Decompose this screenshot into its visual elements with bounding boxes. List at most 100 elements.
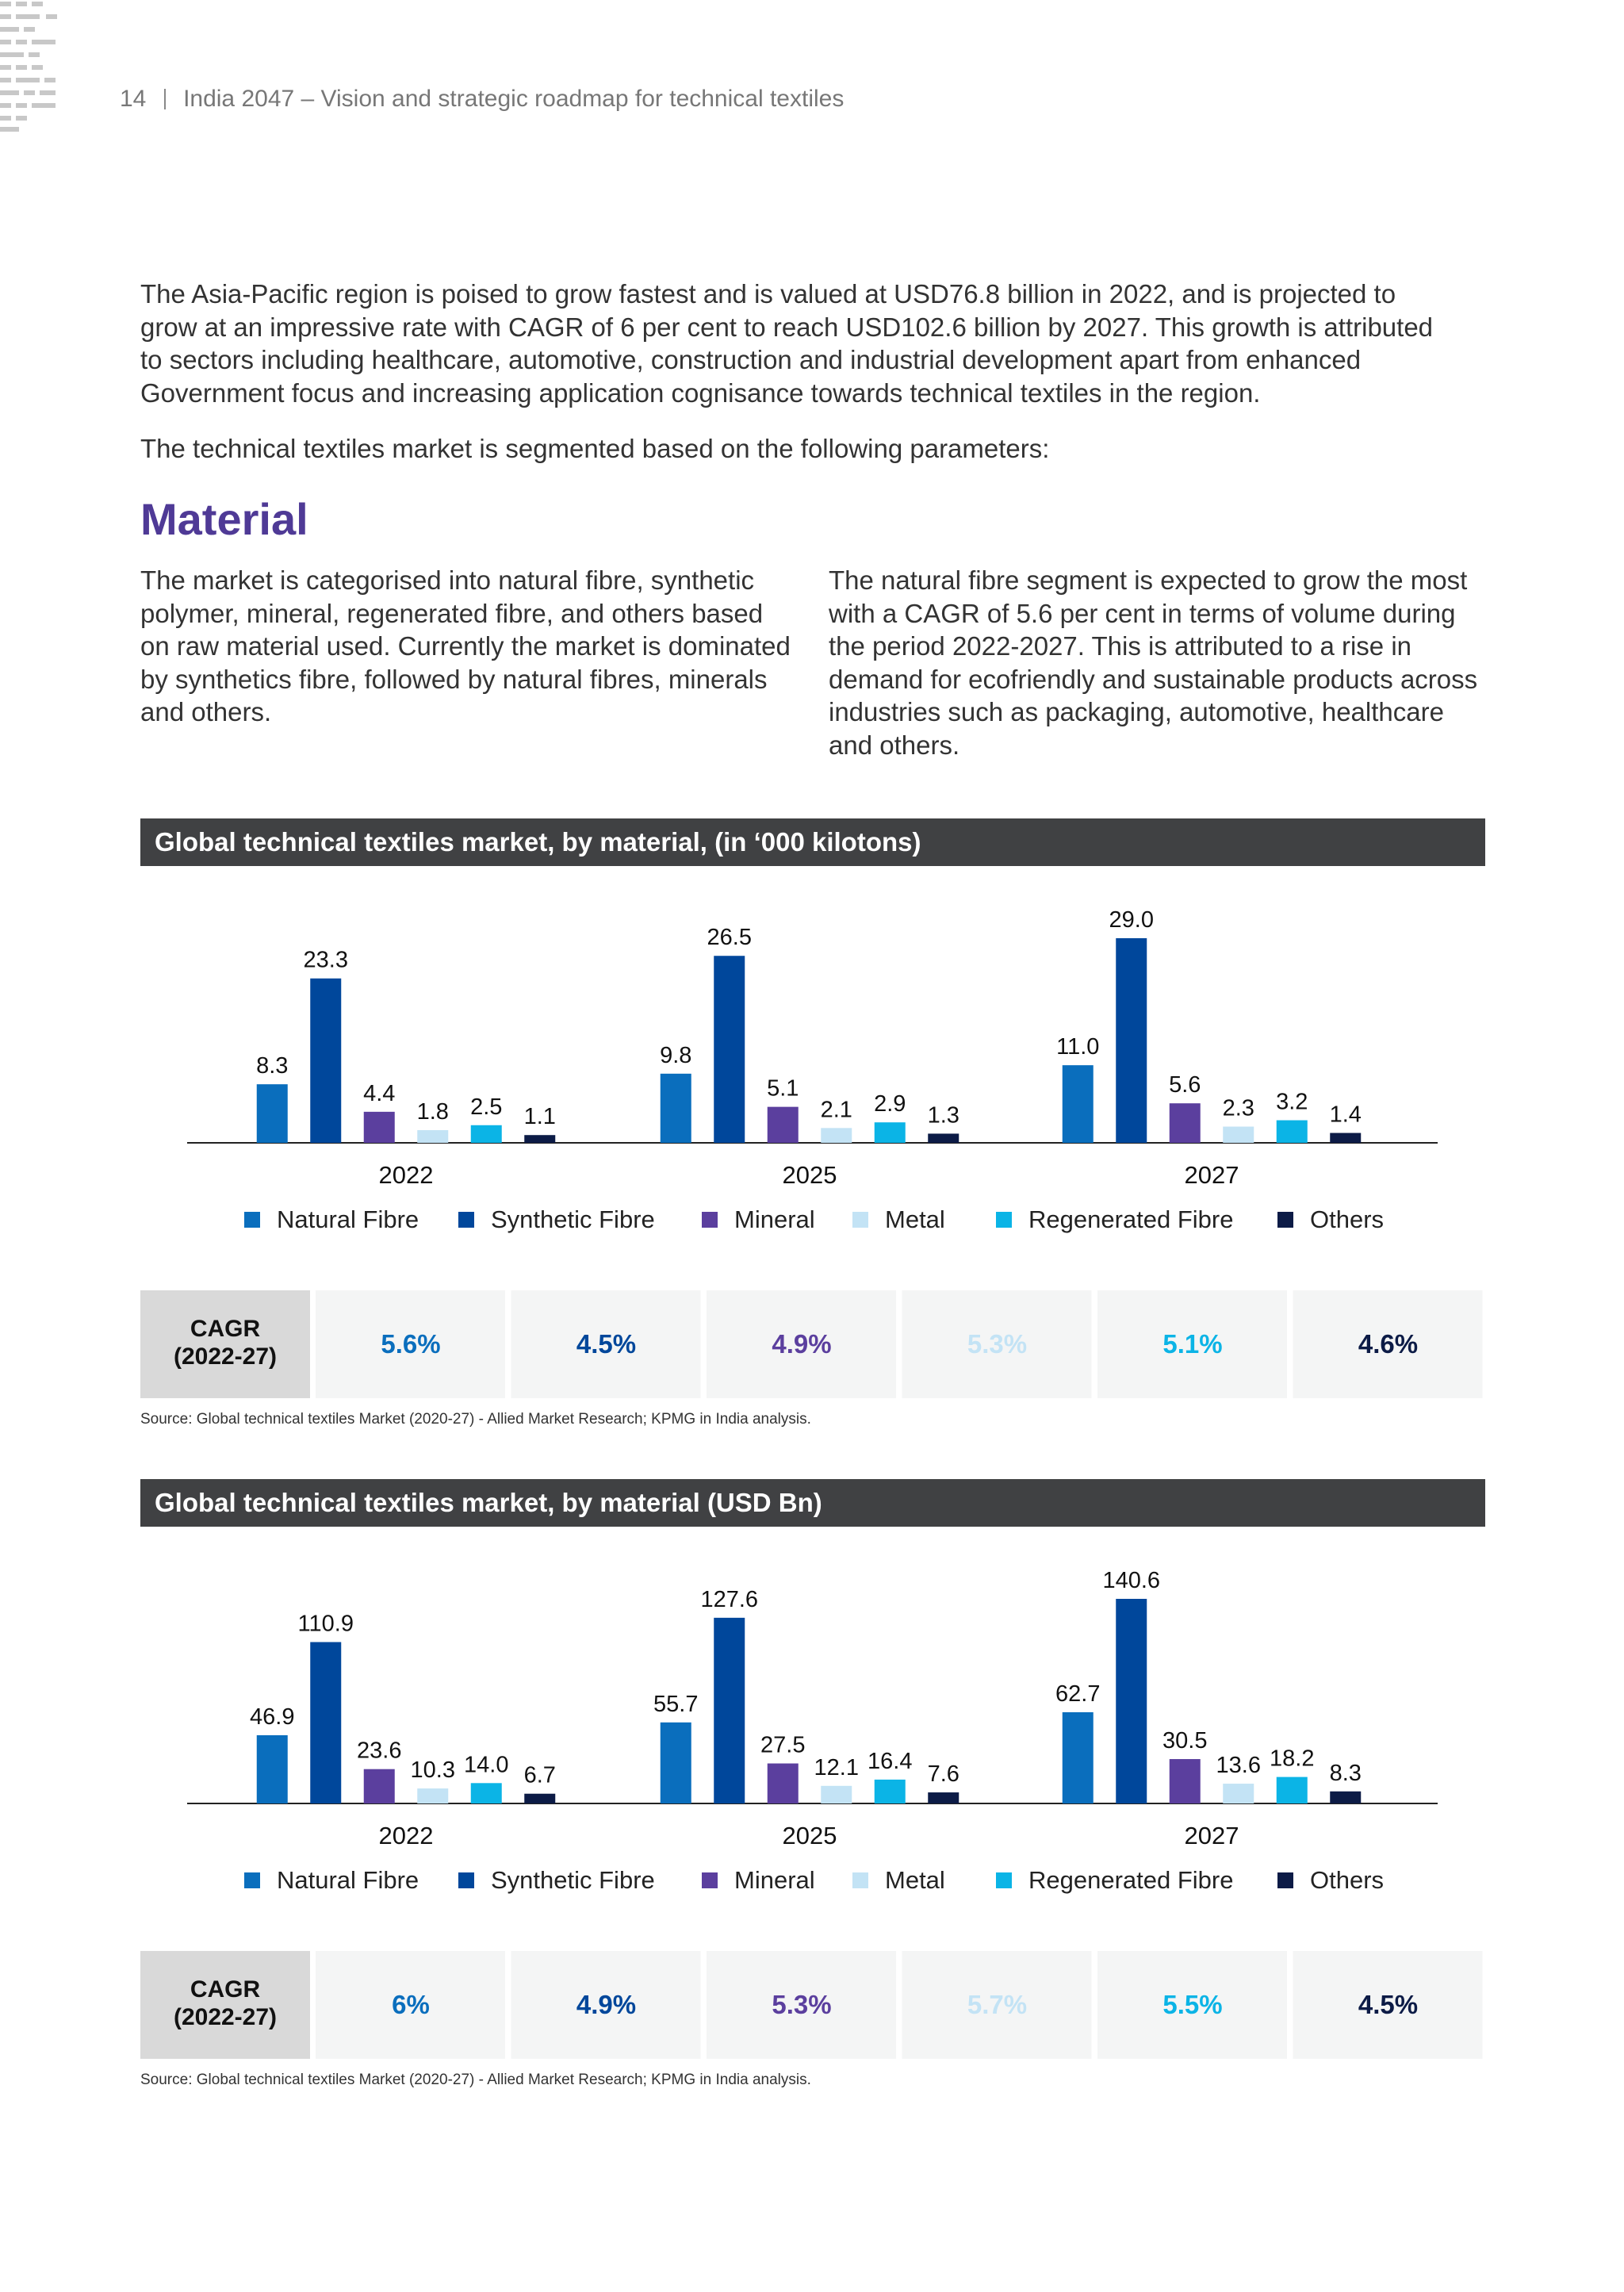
cagr-cell	[511, 1290, 701, 1398]
cagr-value: 5.5%	[1162, 1990, 1222, 2019]
data-label: 8.3	[256, 1053, 288, 1079]
bar	[1223, 1126, 1254, 1143]
bar	[1116, 938, 1147, 1143]
cagr-cell	[1097, 1290, 1287, 1398]
section-heading: Material	[140, 494, 308, 544]
cagr-value: 4.5%	[1358, 1990, 1418, 2019]
data-label: 10.3	[411, 1757, 455, 1783]
bar	[1330, 1791, 1362, 1803]
legend-swatch	[996, 1212, 1012, 1228]
legend-label: Mineral	[734, 1205, 815, 1233]
data-label: 8.3	[1330, 1761, 1362, 1786]
category-label: 2025	[783, 1822, 837, 1849]
data-label: 46.9	[250, 1704, 294, 1730]
cagr-cell	[902, 1290, 1092, 1398]
legend-swatch	[702, 1872, 718, 1888]
cagr-value: 4.9%	[772, 1329, 831, 1359]
corner-decoration	[0, 2, 57, 132]
cagr-cell	[707, 1290, 896, 1398]
bar	[767, 1106, 799, 1143]
column-text: The natural fibre segment is expected to…	[829, 565, 1478, 760]
legend-swatch	[702, 1212, 718, 1228]
legend-swatch	[458, 1212, 474, 1228]
bar	[363, 1111, 395, 1143]
data-label: 13.6	[1216, 1753, 1261, 1778]
chart-title: Global technical textiles market, by mat…	[155, 1488, 822, 1517]
bar	[928, 1133, 959, 1143]
bar	[821, 1785, 852, 1803]
cagr-value: 4.9%	[576, 1990, 636, 2019]
bar	[714, 956, 745, 1143]
cagr-cell	[707, 1951, 896, 2059]
cagr-cell	[1097, 1951, 1287, 2059]
bar	[417, 1788, 449, 1803]
bar	[310, 1642, 342, 1803]
legend-label: Regenerated Fibre	[1028, 1205, 1234, 1233]
data-label: 62.7	[1055, 1681, 1100, 1707]
legend-label: Others	[1310, 1205, 1384, 1233]
cagr-label: (2022-27)	[174, 2004, 277, 2030]
data-label: 16.4	[868, 1749, 912, 1774]
cagr-cell	[511, 1951, 701, 2059]
data-label: 2.5	[470, 1094, 502, 1120]
data-label: 14.0	[464, 1752, 508, 1777]
legend-swatch	[244, 1212, 260, 1228]
bar	[1062, 1065, 1094, 1143]
legend-swatch	[1277, 1872, 1293, 1888]
separator	[163, 89, 166, 109]
column-text: The market is categorised into natural f…	[140, 565, 791, 726]
data-label: 18.2	[1270, 1746, 1314, 1772]
data-label: 23.6	[357, 1738, 401, 1764]
paragraph: The Asia-Pacific region is poised to gro…	[140, 279, 1434, 408]
data-label: 27.5	[760, 1733, 805, 1758]
data-label: 2.3	[1223, 1096, 1254, 1121]
bar	[874, 1122, 906, 1143]
bar	[1330, 1133, 1362, 1143]
source-note: Source: Global technical textiles Market…	[140, 1411, 811, 1428]
data-label: 11.0	[1056, 1034, 1099, 1060]
legend-label: Mineral	[734, 1866, 815, 1894]
data-label: 2.9	[874, 1091, 906, 1117]
legend-label: Synthetic Fibre	[491, 1205, 655, 1233]
data-label: 1.1	[524, 1104, 556, 1129]
data-label: 127.6	[700, 1587, 758, 1612]
data-label: 9.8	[660, 1043, 691, 1068]
data-label: 110.9	[298, 1611, 354, 1636]
data-label: 5.1	[767, 1076, 799, 1102]
data-label: 1.3	[928, 1102, 959, 1128]
bar	[928, 1792, 959, 1803]
bar	[524, 1135, 556, 1143]
category-label: 2027	[1185, 1822, 1239, 1849]
bar	[821, 1128, 852, 1143]
data-label: 12.1	[814, 1755, 859, 1780]
bar	[1276, 1120, 1308, 1143]
cagr-value: 5.3%	[772, 1990, 831, 2019]
bar	[1169, 1103, 1201, 1143]
legend-label: Metal	[885, 1866, 945, 1894]
cagr-cell	[316, 1951, 505, 2059]
bar	[767, 1763, 799, 1803]
data-label: 4.4	[363, 1081, 395, 1106]
bar	[363, 1769, 395, 1803]
bar	[714, 1617, 745, 1803]
bar	[1062, 1711, 1094, 1803]
category-label: 2022	[379, 1161, 434, 1189]
data-label: 26.5	[707, 925, 752, 950]
cagr-cell	[316, 1290, 505, 1398]
legend-swatch	[1277, 1212, 1293, 1228]
bar	[470, 1125, 502, 1143]
data-label: 55.7	[653, 1692, 698, 1717]
cagr-cell	[902, 1951, 1092, 2059]
cagr-label: CAGR	[190, 1976, 261, 2003]
source-note: Source: Global technical textiles Market…	[140, 2072, 811, 2088]
data-label: 1.8	[417, 1099, 449, 1125]
bar	[256, 1734, 288, 1803]
legend-swatch	[244, 1872, 260, 1888]
bar	[1223, 1784, 1254, 1803]
data-label: 3.2	[1276, 1090, 1308, 1115]
cagr-value: 4.5%	[576, 1329, 636, 1359]
legend-swatch	[852, 1872, 868, 1888]
data-label: 5.6	[1169, 1072, 1201, 1098]
legend-swatch	[996, 1872, 1012, 1888]
